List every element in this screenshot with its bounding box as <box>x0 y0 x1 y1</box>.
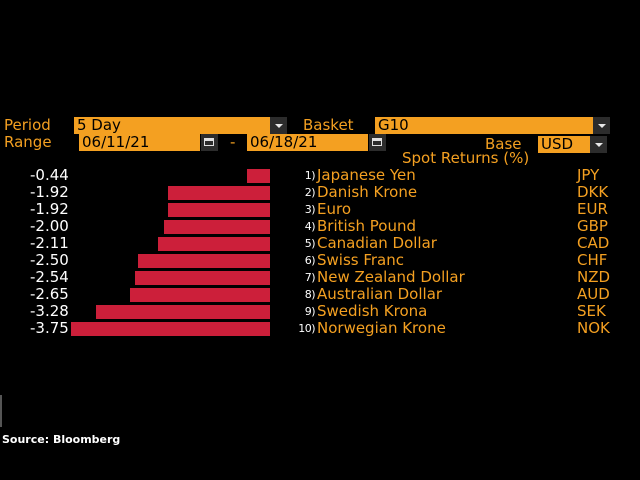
rank-number: 8) <box>304 288 316 301</box>
table-row[interactable]: -2.50 6) Swiss Franc CHF <box>0 252 640 269</box>
return-value: -2.00 <box>30 217 69 235</box>
currency-name[interactable]: Swedish Krona <box>317 302 428 320</box>
rank-number: 5) <box>304 237 316 250</box>
base-dropdown-icon[interactable] <box>590 136 607 153</box>
return-bar <box>168 203 270 217</box>
currency-code: CHF <box>577 251 608 269</box>
currency-name[interactable]: Japanese Yen <box>317 166 416 184</box>
currency-code: DKK <box>577 183 609 201</box>
table-row[interactable]: -1.92 3) Euro EUR <box>0 201 640 218</box>
rank-number: 9) <box>304 305 316 318</box>
range-label: Range <box>4 133 52 151</box>
return-value: -3.28 <box>30 302 69 320</box>
rank-number: 4) <box>304 220 316 233</box>
currency-code: CAD <box>577 234 610 252</box>
return-bar <box>137 254 270 268</box>
spot-returns-header: Spot Returns (%) <box>402 149 530 167</box>
base-select[interactable]: USD <box>538 136 590 153</box>
return-value: -1.92 <box>30 200 69 218</box>
rank-number: 2) <box>304 186 316 199</box>
table-row[interactable]: -1.92 2) Danish Krone DKK <box>0 184 640 201</box>
return-bar <box>135 271 270 285</box>
return-bar <box>164 220 270 234</box>
return-value: -2.11 <box>30 234 69 252</box>
basket-select[interactable]: G10 <box>375 117 593 134</box>
calendar-icon[interactable] <box>369 134 386 151</box>
return-bar <box>96 305 270 319</box>
currency-name[interactable]: New Zealand Dollar <box>317 268 465 286</box>
scrollbar[interactable] <box>0 395 2 427</box>
currency-name[interactable]: Euro <box>317 200 351 218</box>
period-dropdown-icon[interactable] <box>270 117 287 134</box>
rank-number: 7) <box>304 271 316 284</box>
currency-name[interactable]: Danish Krone <box>317 183 418 201</box>
return-value: -2.65 <box>30 285 69 303</box>
return-value: -2.50 <box>30 251 69 269</box>
source-note: Source: Bloomberg <box>2 433 121 446</box>
table-row[interactable]: -2.54 7) New Zealand Dollar NZD <box>0 269 640 286</box>
table-row[interactable]: -3.28 9) Swedish Krona SEK <box>0 303 640 320</box>
return-bar <box>246 169 270 183</box>
base-label: Base <box>485 135 522 153</box>
currency-name[interactable]: British Pound <box>317 217 416 235</box>
period-select[interactable]: 5 Day <box>74 117 270 134</box>
basket-dropdown-icon[interactable] <box>593 117 610 134</box>
table-row[interactable]: -3.75 10) Norwegian Krone NOK <box>0 320 640 337</box>
currency-code: GBP <box>577 217 608 235</box>
rank-number: 3) <box>304 203 316 216</box>
return-value: -0.44 <box>30 166 69 184</box>
rank-number: 6) <box>304 254 316 267</box>
range-dash: - <box>230 133 236 151</box>
period-label: Period <box>4 116 51 134</box>
table-row[interactable]: -2.00 4) British Pound GBP <box>0 218 640 235</box>
range-start-field[interactable]: 06/11/21 <box>79 134 200 151</box>
currency-code: SEK <box>577 302 606 320</box>
table-row[interactable]: -0.44 1) Japanese Yen JPY <box>0 167 640 184</box>
return-value: -2.54 <box>30 268 69 286</box>
rank-number: 10) <box>298 322 315 335</box>
currency-code: NOK <box>577 319 610 337</box>
calendar-icon[interactable] <box>201 134 218 151</box>
basket-label: Basket <box>303 116 354 134</box>
return-value: -3.75 <box>30 319 69 337</box>
currency-name[interactable]: Australian Dollar <box>317 285 443 303</box>
range-end-field[interactable]: 06/18/21 <box>247 134 368 151</box>
return-bar <box>129 288 270 302</box>
currency-code: EUR <box>577 200 608 218</box>
return-bar <box>158 237 270 251</box>
return-bar <box>168 186 270 200</box>
table-row[interactable]: -2.11 5) Canadian Dollar CAD <box>0 235 640 252</box>
currency-name[interactable]: Swiss Franc <box>317 251 405 269</box>
currency-name[interactable]: Norwegian Krone <box>317 319 446 337</box>
return-bar <box>71 322 270 336</box>
currency-name[interactable]: Canadian Dollar <box>317 234 437 252</box>
return-value: -1.92 <box>30 183 69 201</box>
table-row[interactable]: -2.65 8) Australian Dollar AUD <box>0 286 640 303</box>
rank-number: 1) <box>304 169 316 182</box>
currency-code: NZD <box>577 268 611 286</box>
currency-code: AUD <box>577 285 610 303</box>
currency-code: JPY <box>577 166 600 184</box>
